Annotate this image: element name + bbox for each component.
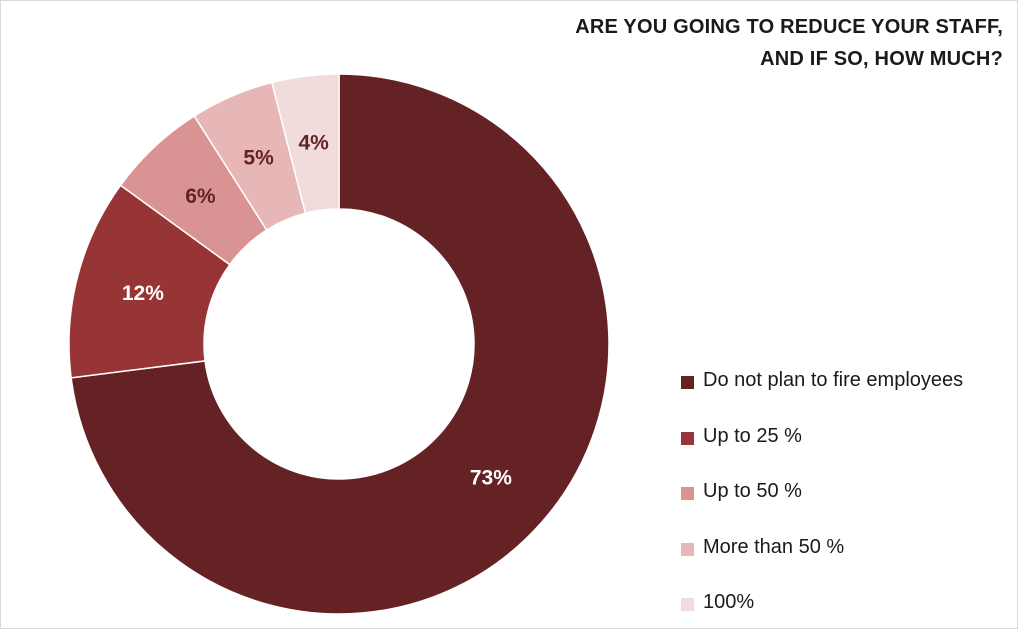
legend-item-do-not-plan: Do not plan to fire employees — [681, 366, 1017, 422]
slice-value-label: 73% — [470, 466, 512, 489]
legend-label: 100% — [703, 591, 755, 613]
chart-title: ARE YOU GOING TO REDUCE YOUR STAFF, AND … — [575, 11, 1003, 75]
slice-value-label: 12% — [122, 282, 164, 305]
legend-swatch — [681, 487, 694, 500]
legend-swatch — [681, 598, 694, 611]
slice-value-label: 6% — [185, 185, 216, 208]
legend-label: Up to 25 % — [703, 424, 802, 447]
legend-swatch — [681, 542, 694, 556]
donut-slice — [270, 73, 340, 215]
legend-label: Do not plan to fire employees — [703, 369, 964, 391]
legend-swatch — [681, 431, 694, 445]
chart-frame: ARE YOU GOING TO REDUCE YOUR STAFF, AND … — [0, 0, 1018, 629]
legend: Do not plan to fire employees Up to 25 %… — [681, 366, 1017, 644]
legend-item-up-to-50: Up to 50 % — [681, 477, 1017, 533]
legend-item-more-than-50: More than 50 % — [681, 533, 1017, 589]
chart-title-line-1: ARE YOU GOING TO REDUCE YOUR STAFF, — [575, 16, 1003, 38]
slice-value-label: 5% — [243, 147, 274, 170]
slice-value-label: 4% — [298, 132, 329, 155]
legend-item-100: 100% — [681, 588, 1017, 644]
legend-item-up-to-25: Up to 25 % — [681, 422, 1017, 478]
legend-label: Up to 50 % — [703, 480, 802, 502]
donut-chart: 73% 12% 6% 5% 4% — [68, 73, 610, 615]
donut-slice — [70, 73, 610, 615]
legend-swatch — [681, 376, 694, 389]
chart-title-line-2: AND IF SO, HOW MUCH? — [760, 48, 1003, 70]
legend-label: More than 50 % — [703, 535, 845, 558]
